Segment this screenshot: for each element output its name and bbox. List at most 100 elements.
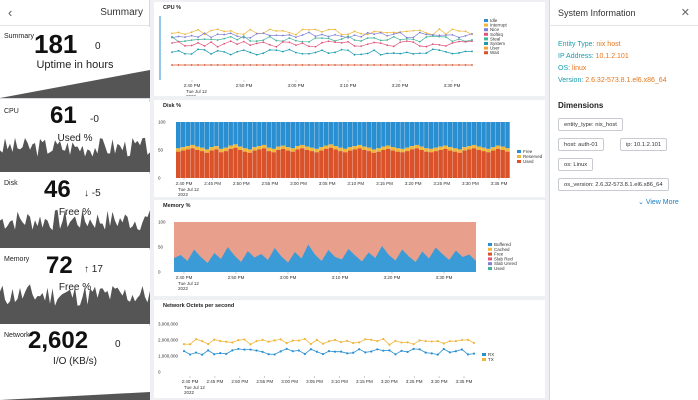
cpu-point bbox=[360, 32, 363, 35]
metric-label: Summary bbox=[4, 33, 34, 40]
disk-bar-reserved bbox=[495, 145, 501, 149]
disk-bar-reserved bbox=[357, 144, 362, 149]
x-tick-label: 2:40 PM bbox=[182, 379, 199, 384]
chart-title: Disk % bbox=[163, 103, 182, 109]
cpu-point bbox=[347, 40, 349, 43]
cpu-point bbox=[386, 39, 389, 41]
metric-label: CPU bbox=[4, 108, 19, 115]
cpu-point bbox=[288, 33, 291, 36]
dimension-chip[interactable]: os_version: 2.6.32-573.8.1.el6.x86_64 bbox=[558, 178, 669, 191]
cpu-point bbox=[236, 38, 239, 41]
cpu-point bbox=[262, 52, 265, 55]
cpu-point bbox=[347, 35, 349, 38]
cpu-point bbox=[210, 36, 213, 39]
metric-cpu[interactable]: CPU 61 -0 Used % bbox=[0, 102, 150, 172]
cpu-point bbox=[236, 32, 239, 35]
network-point bbox=[225, 352, 228, 356]
disk-bar-reserved bbox=[199, 147, 205, 152]
dimension-chip[interactable]: os: Linux bbox=[558, 158, 594, 171]
disk-bar-free bbox=[252, 122, 257, 148]
disk-bar-used bbox=[214, 149, 219, 178]
cpu-chart[interactable]: 2:40 PM 2:50 PM 3:00 PM 3:10 PM 3:20 PM 3:30 … bbox=[154, 2, 545, 96]
cpu-point bbox=[268, 43, 271, 46]
disk-bar-reserved bbox=[424, 148, 429, 152]
legend-label: Free bbox=[494, 252, 504, 257]
network-chart[interactable]: 3,000,000 2,000,000 1,000,000 0 2:40 PM 2:45 … bbox=[154, 300, 545, 398]
network-point bbox=[352, 351, 355, 354]
chevron-left-icon[interactable]: ‹ bbox=[8, 5, 13, 20]
disk-bar-used bbox=[381, 150, 386, 178]
metric-label: Network bbox=[4, 332, 30, 339]
network-point bbox=[364, 338, 367, 341]
dimensions-title: Dimensions bbox=[558, 101, 604, 110]
disk-bar-free bbox=[405, 122, 410, 148]
disk-bar-reserved bbox=[409, 146, 415, 150]
cpu-point bbox=[347, 33, 349, 36]
cpu-point bbox=[295, 33, 297, 36]
x-tick-label: 3:00 PM bbox=[280, 275, 297, 280]
disk-bar-free bbox=[223, 122, 229, 148]
cpu-point bbox=[190, 31, 193, 34]
x-tick-label: 2:40 PM bbox=[176, 181, 193, 186]
cpu-point bbox=[464, 30, 467, 33]
cpu-point bbox=[321, 37, 323, 40]
metric-summary[interactable]: Summary 181 0 Uptime in hours bbox=[0, 27, 150, 99]
disk-bar-used bbox=[190, 148, 195, 178]
dimension-chip[interactable]: entity_type: nix_host bbox=[558, 118, 623, 131]
disk-bar-reserved bbox=[333, 146, 338, 150]
network-point bbox=[188, 343, 192, 346]
x-tick-label: 3:20 PM bbox=[405, 181, 422, 186]
cpu-point bbox=[379, 39, 382, 42]
disk-bar-reserved bbox=[405, 147, 410, 152]
cpu-point bbox=[418, 29, 421, 32]
cpu-point bbox=[197, 48, 199, 51]
disk-bar-used bbox=[304, 150, 310, 178]
cpu-point bbox=[399, 64, 402, 66]
dimension-chip[interactable]: host: auth-01 bbox=[558, 138, 604, 151]
disk-bar-free bbox=[352, 122, 358, 147]
cpu-point bbox=[236, 64, 239, 66]
disk-bar-used bbox=[481, 151, 486, 178]
disk-bar-used bbox=[228, 148, 233, 178]
network-point bbox=[430, 352, 433, 355]
x-tick-label: 2:40 PM bbox=[176, 275, 193, 280]
view-more-link[interactable]: ⌄ View More bbox=[638, 198, 679, 206]
disk-bar-used bbox=[328, 147, 334, 178]
cpu-point bbox=[405, 30, 408, 33]
y-tick-label: 100 bbox=[158, 220, 166, 225]
disk-bar-used bbox=[180, 150, 186, 178]
disk-bar-reserved bbox=[381, 146, 386, 150]
cpu-point bbox=[308, 45, 310, 48]
network-point bbox=[237, 347, 240, 351]
disk-bar-reserved bbox=[343, 148, 348, 153]
cpu-point bbox=[308, 40, 310, 43]
cpu-point bbox=[242, 36, 245, 39]
metric-disk[interactable]: Disk 46 ↓ -5 Free % bbox=[0, 174, 150, 248]
cpu-point bbox=[373, 30, 376, 33]
cpu-point bbox=[275, 39, 278, 42]
x-tick-label: 3:30 PM bbox=[436, 275, 453, 280]
disk-bar-reserved bbox=[228, 145, 233, 149]
legend-swatch bbox=[482, 353, 486, 356]
y-tick-label: 3,000,000 bbox=[158, 322, 179, 327]
metric-network[interactable]: Network 2,602 0 I/O (KB/s) bbox=[0, 326, 150, 400]
network-point bbox=[285, 347, 288, 350]
cpu-point bbox=[438, 44, 441, 46]
disk-bar-reserved bbox=[366, 147, 372, 152]
close-icon[interactable]: ✕ bbox=[680, 7, 690, 19]
dimension-chip[interactable]: ip: 10.1.2.101 bbox=[620, 138, 668, 151]
disk-bar-used bbox=[424, 151, 429, 178]
memory-chart[interactable]: 100 50 0 2:40 PM 2:50 PM 3:00 PM 3:10 PM 3:20 P… bbox=[154, 200, 545, 296]
cpu-point bbox=[386, 34, 389, 37]
disk-bar-reserved bbox=[266, 147, 272, 152]
cpu-point bbox=[445, 51, 447, 53]
disk-chart[interactable]: 100 50 0 2:40 PM 2:45 PM 2:50 PM 2:55 PM 3:00 P… bbox=[154, 100, 545, 198]
disk-bar-used bbox=[433, 151, 439, 178]
network-point bbox=[279, 338, 282, 341]
legend-swatch bbox=[517, 155, 521, 158]
cpu-point bbox=[334, 33, 336, 36]
metric-memory[interactable]: Memory 72 ↑ 17 Free % bbox=[0, 250, 150, 324]
legend-swatch bbox=[488, 267, 492, 270]
legend-swatch bbox=[517, 160, 521, 163]
